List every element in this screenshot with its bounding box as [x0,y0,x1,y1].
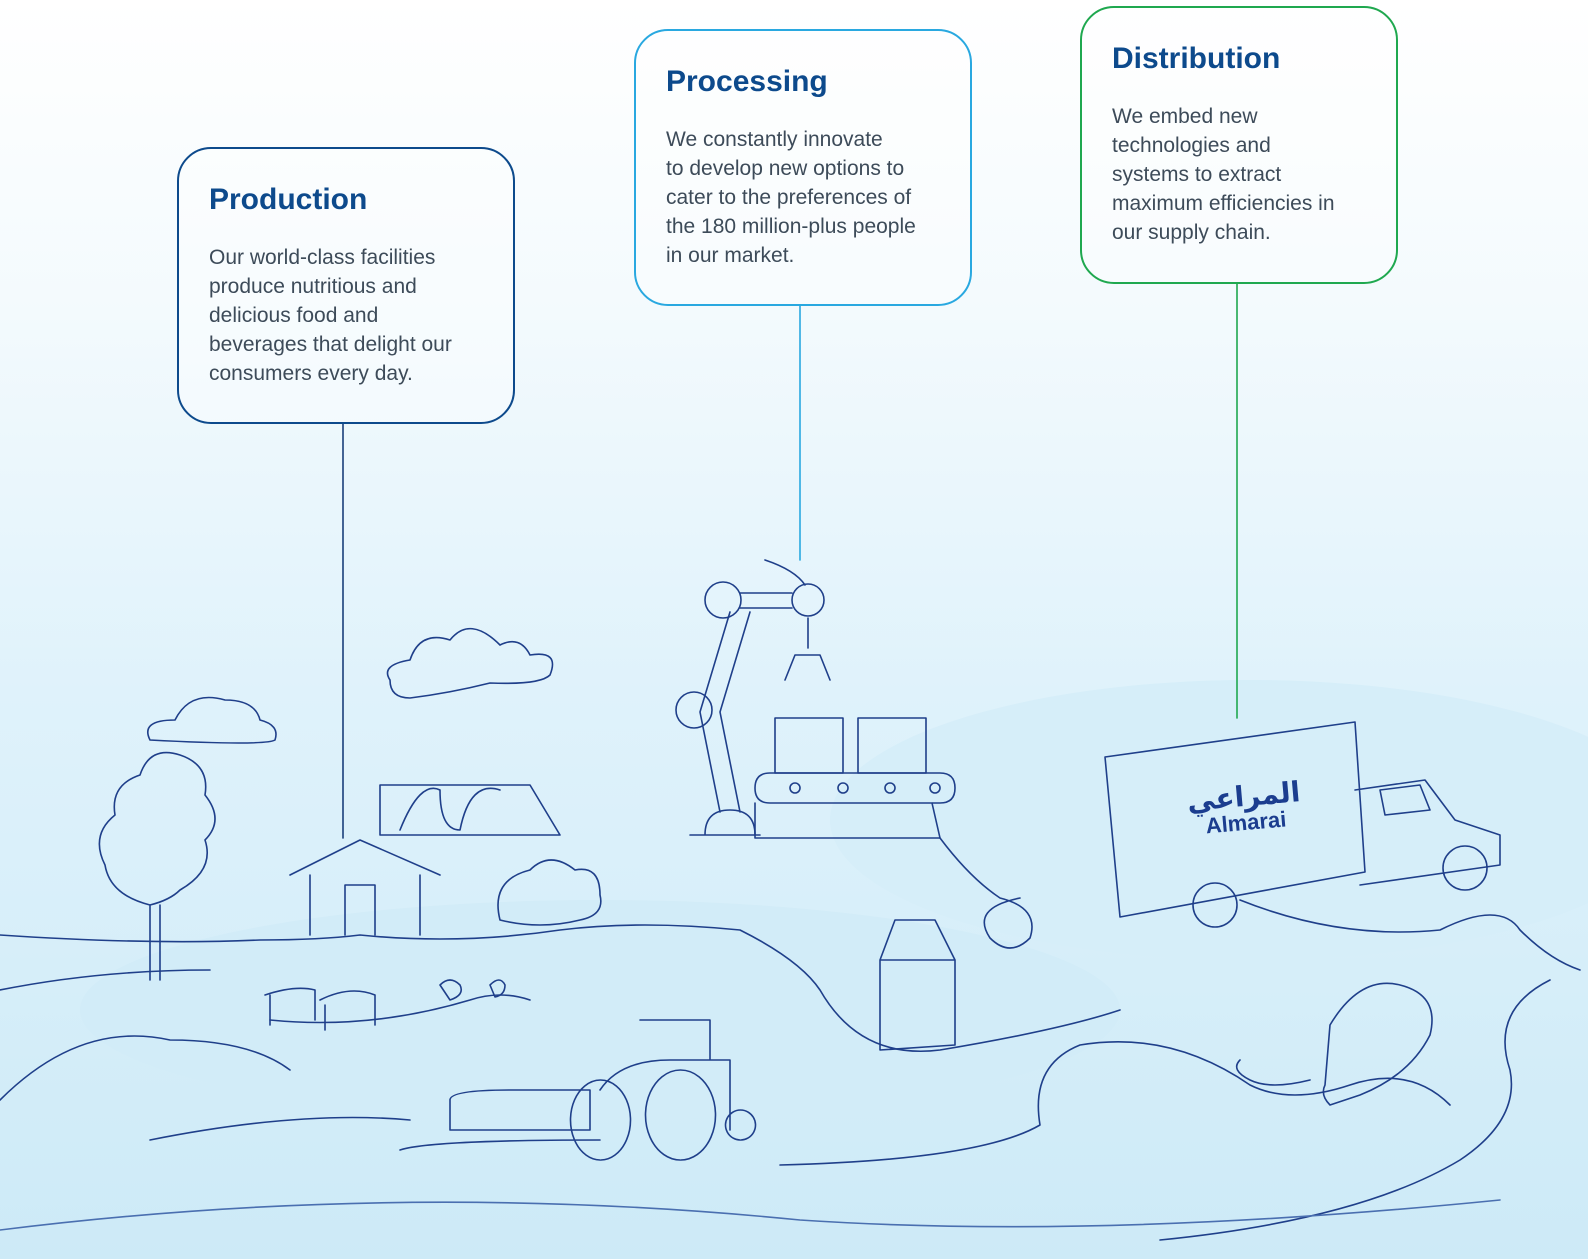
roller [789,782,801,794]
robot-claw [739,559,831,681]
roller [929,782,941,794]
carton [879,919,956,1051]
box-text: We embed new [1112,105,1258,128]
info-box: Production Our world-class facilities prod… [177,147,515,424]
tractor [399,1019,757,1161]
robot-arm [689,611,761,836]
roller [837,782,849,794]
robot-joint [791,583,825,617]
robot-joint [675,691,713,729]
box-text: cater to the preferences of [666,186,912,209]
box-text: We constantly innovate [666,128,883,151]
box-title: Production [209,183,368,216]
info-box: Processing We constantly innovate to devel… [634,29,972,306]
wheel [1192,882,1238,928]
robot-joint [704,581,742,619]
wave [0,969,531,1024]
wave [149,1040,1451,1166]
bush [497,859,602,926]
box-text: technologies and [1112,134,1271,157]
wave [939,837,1033,949]
box-text: beverages that delight our [209,333,452,356]
box-text: our supply chain. [1112,221,1271,244]
box-text: systems to extract [1112,163,1282,186]
wave [0,924,1121,1052]
box-title: Processing [666,65,828,98]
box-title: Distribution [1112,42,1281,75]
conveyor [754,772,956,839]
box-text: Our world-class facilities [209,246,436,269]
box-text: consumers every day. [209,362,413,385]
box-text: maximum efficiencies in [1112,192,1335,215]
wave [0,1199,1501,1231]
ground [830,680,1588,960]
truck [1104,721,1501,918]
tree [98,751,216,981]
cloud [386,627,554,699]
bottle [1235,982,1433,1106]
box-text: to develop new options to [666,157,905,180]
box-text: produce nutritious and [209,275,417,298]
cloud [147,696,277,744]
info-box: Distribution We embed new technologies and… [1080,6,1398,284]
animals [264,979,506,1031]
box-text: delicious food and [209,304,379,327]
roller [884,782,896,794]
box-text: in our market. [666,244,795,267]
crate [774,717,844,774]
logo: المراعي Almarai [1186,776,1303,839]
ground [80,900,1120,1120]
wave [1159,899,1581,1241]
house [289,784,561,936]
wheel [1442,845,1488,891]
box-text: the 180 million-plus people [666,215,916,238]
wave [0,1035,291,1101]
